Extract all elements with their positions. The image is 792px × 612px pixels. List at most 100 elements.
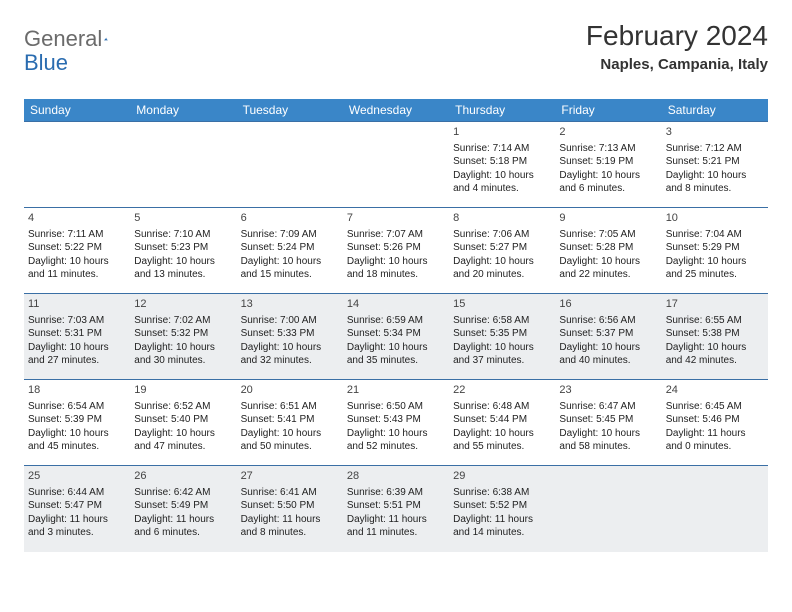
calendar-day-cell: 19 Sunrise: 6:52 AMSunset: 5:40 PMDayligh…: [130, 380, 236, 466]
calendar-day-cell: 13 Sunrise: 7:00 AMSunset: 5:33 PMDayligh…: [237, 294, 343, 380]
calendar-day-cell: 1Sunrise: 7:14 AMSunset: 5:18 PMDaylight…: [449, 122, 555, 208]
day-number: 21: [347, 383, 445, 398]
day-number: 16: [559, 297, 657, 312]
calendar-header-row: SundayMondayTuesdayWednesdayThursdayFrid…: [24, 99, 768, 122]
day-info: Sunrise: 7:06 AMSunset: 5:27 PMDaylight:…: [453, 228, 551, 282]
day-number: 20: [241, 383, 339, 398]
calendar-day-cell: 27 Sunrise: 6:41 AMSunset: 5:50 PMDayligh…: [237, 466, 343, 552]
day-number: 3: [666, 125, 764, 140]
day-number: 23: [559, 383, 657, 398]
calendar-day-cell: 6 Sunrise: 7:09 AMSunset: 5:24 PMDaylight…: [237, 208, 343, 294]
day-info: Sunrise: 7:10 AMSunset: 5:23 PMDaylight:…: [134, 228, 232, 282]
day-number: 14: [347, 297, 445, 312]
column-header: Thursday: [449, 99, 555, 122]
calendar-day-cell: 12 Sunrise: 7:02 AMSunset: 5:32 PMDayligh…: [130, 294, 236, 380]
day-info: Sunrise: 7:04 AMSunset: 5:29 PMDaylight:…: [666, 228, 764, 282]
column-header: Friday: [555, 99, 661, 122]
day-number: 26: [134, 469, 232, 484]
day-info: Sunrise: 7:00 AMSunset: 5:33 PMDaylight:…: [241, 314, 339, 368]
day-info: Sunrise: 6:45 AMSunset: 5:46 PMDaylight:…: [666, 400, 764, 454]
month-title: February 2024: [586, 20, 768, 52]
day-info: Sunrise: 7:02 AMSunset: 5:32 PMDaylight:…: [134, 314, 232, 368]
day-number: 25: [28, 469, 126, 484]
day-info: Sunrise: 6:59 AMSunset: 5:34 PMDaylight:…: [347, 314, 445, 368]
column-header: Wednesday: [343, 99, 449, 122]
calendar-day-cell: 23 Sunrise: 6:47 AMSunset: 5:45 PMDayligh…: [555, 380, 661, 466]
location: Naples, Campania, Italy: [586, 56, 768, 73]
logo: General: [24, 26, 128, 52]
calendar-day-cell: 8 Sunrise: 7:06 AMSunset: 5:27 PMDaylight…: [449, 208, 555, 294]
day-number: 17: [666, 297, 764, 312]
calendar-day-cell: 29Sunrise: 6:38 AMSunset: 5:52 PMDayligh…: [449, 466, 555, 552]
day-number: 8: [453, 211, 551, 226]
calendar-day-cell: 11 Sunrise: 7:03 AMSunset: 5:31 PMDayligh…: [24, 294, 130, 380]
calendar-day-cell: 3 Sunrise: 7:12 AMSunset: 5:21 PMDaylight…: [662, 122, 768, 208]
day-number: 6: [241, 211, 339, 226]
day-number: 9: [559, 211, 657, 226]
day-number: 11: [28, 297, 126, 312]
day-info: Sunrise: 6:56 AMSunset: 5:37 PMDaylight:…: [559, 314, 657, 368]
day-info: Sunrise: 7:03 AMSunset: 5:31 PMDaylight:…: [28, 314, 126, 368]
day-number: 18: [28, 383, 126, 398]
calendar-day-cell: 14 Sunrise: 6:59 AMSunset: 5:34 PMDayligh…: [343, 294, 449, 380]
calendar-day-cell: 28 Sunrise: 6:39 AMSunset: 5:51 PMDayligh…: [343, 466, 449, 552]
calendar-day-cell: 15Sunrise: 6:58 AMSunset: 5:35 PMDayligh…: [449, 294, 555, 380]
day-number: 19: [134, 383, 232, 398]
calendar-day-cell: [130, 122, 236, 208]
day-info: Sunrise: 6:39 AMSunset: 5:51 PMDaylight:…: [347, 486, 445, 540]
day-number: 13: [241, 297, 339, 312]
calendar-week-row: 1Sunrise: 7:14 AMSunset: 5:18 PMDaylight…: [24, 122, 768, 208]
calendar-day-cell: [237, 122, 343, 208]
day-info: Sunrise: 6:52 AMSunset: 5:40 PMDaylight:…: [134, 400, 232, 454]
day-number: 4: [28, 211, 126, 226]
day-number: 15: [453, 297, 551, 312]
day-info: Sunrise: 7:12 AMSunset: 5:21 PMDaylight:…: [666, 142, 764, 196]
day-number: 7: [347, 211, 445, 226]
day-info: Sunrise: 6:44 AMSunset: 5:47 PMDaylight:…: [28, 486, 126, 540]
calendar-day-cell: 16 Sunrise: 6:56 AMSunset: 5:37 PMDayligh…: [555, 294, 661, 380]
column-header: Sunday: [24, 99, 130, 122]
calendar-day-cell: 20 Sunrise: 6:51 AMSunset: 5:41 PMDayligh…: [237, 380, 343, 466]
calendar-day-cell: 21 Sunrise: 6:50 AMSunset: 5:43 PMDayligh…: [343, 380, 449, 466]
logo-text-general: General: [24, 26, 102, 52]
day-info: Sunrise: 6:51 AMSunset: 5:41 PMDaylight:…: [241, 400, 339, 454]
day-number: 27: [241, 469, 339, 484]
day-info: Sunrise: 7:05 AMSunset: 5:28 PMDaylight:…: [559, 228, 657, 282]
calendar-week-row: 18 Sunrise: 6:54 AMSunset: 5:39 PMDayligh…: [24, 380, 768, 466]
calendar-day-cell: 24Sunrise: 6:45 AMSunset: 5:46 PMDayligh…: [662, 380, 768, 466]
day-info: Sunrise: 6:48 AMSunset: 5:44 PMDaylight:…: [453, 400, 551, 454]
day-info: Sunrise: 6:38 AMSunset: 5:52 PMDaylight:…: [453, 486, 551, 540]
day-info: Sunrise: 6:41 AMSunset: 5:50 PMDaylight:…: [241, 486, 339, 540]
calendar-week-row: 11 Sunrise: 7:03 AMSunset: 5:31 PMDayligh…: [24, 294, 768, 380]
calendar-day-cell: 22Sunrise: 6:48 AMSunset: 5:44 PMDayligh…: [449, 380, 555, 466]
day-info: Sunrise: 7:13 AMSunset: 5:19 PMDaylight:…: [559, 142, 657, 196]
calendar-day-cell: 17 Sunrise: 6:55 AMSunset: 5:38 PMDayligh…: [662, 294, 768, 380]
day-info: Sunrise: 7:07 AMSunset: 5:26 PMDaylight:…: [347, 228, 445, 282]
day-info: Sunrise: 6:47 AMSunset: 5:45 PMDaylight:…: [559, 400, 657, 454]
day-info: Sunrise: 6:50 AMSunset: 5:43 PMDaylight:…: [347, 400, 445, 454]
logo-triangle-icon: [104, 31, 108, 47]
day-number: 2: [559, 125, 657, 140]
column-header: Saturday: [662, 99, 768, 122]
day-info: Sunrise: 6:55 AMSunset: 5:38 PMDaylight:…: [666, 314, 764, 368]
calendar-day-cell: [343, 122, 449, 208]
calendar-body: 1Sunrise: 7:14 AMSunset: 5:18 PMDaylight…: [24, 122, 768, 552]
calendar-day-cell: 5 Sunrise: 7:10 AMSunset: 5:23 PMDaylight…: [130, 208, 236, 294]
day-info: Sunrise: 7:14 AMSunset: 5:18 PMDaylight:…: [453, 142, 551, 196]
calendar-day-cell: 7 Sunrise: 7:07 AMSunset: 5:26 PMDaylight…: [343, 208, 449, 294]
logo-blue-row: Blue: [24, 50, 68, 76]
calendar-day-cell: 18 Sunrise: 6:54 AMSunset: 5:39 PMDayligh…: [24, 380, 130, 466]
column-header: Monday: [130, 99, 236, 122]
header: General February 2024 Naples, Campania, …: [24, 20, 768, 73]
day-number: 5: [134, 211, 232, 226]
column-header: Tuesday: [237, 99, 343, 122]
day-number: 28: [347, 469, 445, 484]
day-number: 12: [134, 297, 232, 312]
day-info: Sunrise: 7:09 AMSunset: 5:24 PMDaylight:…: [241, 228, 339, 282]
calendar-day-cell: 9 Sunrise: 7:05 AMSunset: 5:28 PMDaylight…: [555, 208, 661, 294]
day-info: Sunrise: 6:54 AMSunset: 5:39 PMDaylight:…: [28, 400, 126, 454]
calendar-day-cell: 26Sunrise: 6:42 AMSunset: 5:49 PMDayligh…: [130, 466, 236, 552]
calendar-day-cell: 10 Sunrise: 7:04 AMSunset: 5:29 PMDayligh…: [662, 208, 768, 294]
day-number: 10: [666, 211, 764, 226]
calendar-day-cell: 2 Sunrise: 7:13 AMSunset: 5:19 PMDaylight…: [555, 122, 661, 208]
